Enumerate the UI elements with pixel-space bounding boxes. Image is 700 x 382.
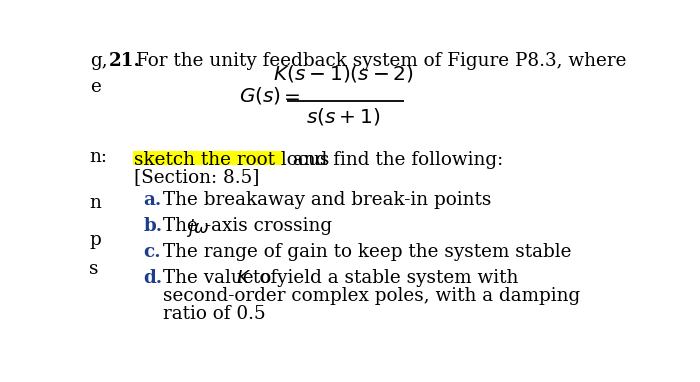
Text: $s(s+1)$: $s(s+1)$ [306, 106, 381, 127]
Text: d.: d. [144, 269, 162, 287]
Text: The: The [163, 217, 204, 235]
Text: $j\omega$: $j\omega$ [187, 217, 209, 239]
Text: $K$: $K$ [235, 269, 251, 287]
Text: sketch the root locus: sketch the root locus [134, 151, 330, 169]
Text: ratio of 0.5: ratio of 0.5 [163, 304, 266, 322]
Text: $K(s-1)(s-2)$: $K(s-1)(s-2)$ [273, 63, 414, 84]
Text: For the unity feedback system of Figure P8.3, where: For the unity feedback system of Figure … [136, 52, 626, 70]
Text: The breakaway and break-in points: The breakaway and break-in points [163, 191, 492, 209]
Bar [133, 151, 284, 165]
Text: to yield a stable system with: to yield a stable system with [247, 269, 519, 287]
Text: b.: b. [144, 217, 162, 235]
Text: s: s [89, 260, 99, 278]
Text: and find the following:: and find the following: [288, 151, 504, 169]
Text: n:: n: [89, 148, 107, 166]
Text: g,: g, [90, 52, 108, 70]
Text: [Section: 8.5]: [Section: 8.5] [134, 168, 260, 186]
Text: $\mathit{G}(\mathit{s})$: $\mathit{G}(\mathit{s})$ [239, 86, 281, 107]
Text: e: e [90, 78, 101, 96]
Text: c.: c. [144, 243, 161, 261]
Text: $=$: $=$ [280, 86, 300, 105]
Text: 21.: 21. [109, 52, 141, 70]
Text: a.: a. [144, 191, 162, 209]
Text: second-order complex poles, with a damping: second-order complex poles, with a dampi… [163, 287, 581, 305]
Text: -axis crossing: -axis crossing [204, 217, 332, 235]
Text: p: p [89, 231, 101, 249]
Text: n: n [89, 194, 101, 212]
Text: The value of: The value of [163, 269, 284, 287]
Text: The range of gain to keep the system stable: The range of gain to keep the system sta… [163, 243, 572, 261]
